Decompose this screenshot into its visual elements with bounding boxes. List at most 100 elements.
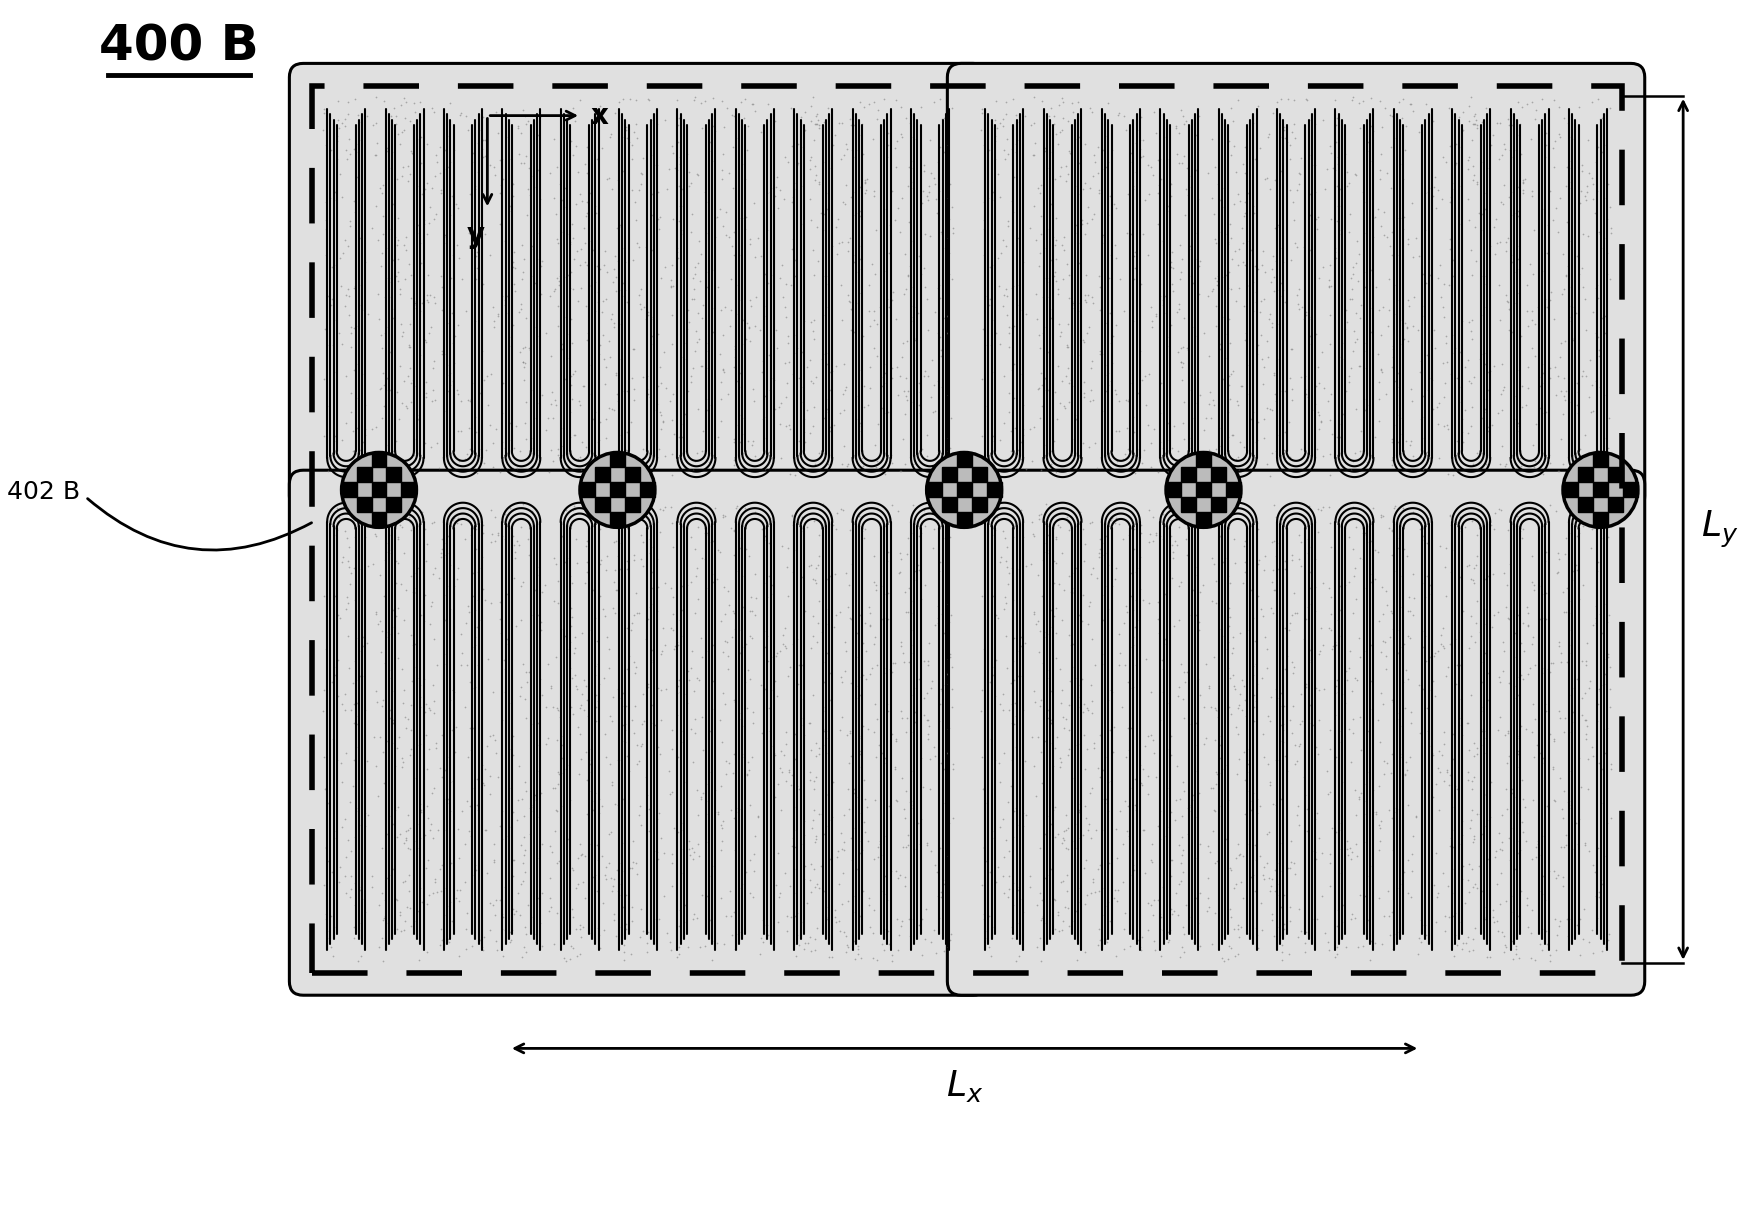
Point — [697, 763, 725, 782]
Point — [1326, 722, 1354, 741]
Point — [1441, 883, 1469, 902]
Point — [1068, 180, 1096, 199]
Point — [406, 793, 434, 813]
Point — [1564, 835, 1592, 854]
Point — [398, 448, 426, 467]
Point — [637, 146, 665, 165]
Point — [646, 523, 674, 542]
Point — [415, 885, 443, 905]
Point — [971, 286, 999, 306]
Point — [1421, 338, 1449, 358]
Point — [1420, 647, 1448, 666]
Point — [639, 205, 667, 224]
Point — [1119, 600, 1147, 620]
Point — [774, 921, 802, 940]
Point — [545, 852, 573, 871]
Point — [368, 408, 396, 427]
Point — [874, 290, 902, 309]
Point — [369, 176, 398, 195]
Point — [1142, 940, 1170, 959]
Point — [1105, 106, 1133, 125]
Point — [1168, 845, 1196, 865]
Point — [1316, 210, 1344, 229]
Point — [628, 714, 656, 734]
Point — [1040, 227, 1068, 246]
Point — [1284, 797, 1312, 816]
Point — [1024, 309, 1052, 329]
Point — [1346, 357, 1374, 376]
Point — [1437, 325, 1465, 344]
Point — [410, 611, 438, 631]
Point — [994, 211, 1022, 230]
Point — [1235, 751, 1263, 770]
Point — [772, 308, 800, 328]
Point — [508, 494, 536, 513]
Point — [1194, 394, 1223, 414]
Point — [823, 848, 851, 867]
Point — [1233, 754, 1261, 774]
Point — [1448, 869, 1476, 888]
Point — [420, 870, 449, 889]
Point — [1228, 218, 1256, 238]
Point — [1233, 923, 1261, 943]
Point — [800, 877, 828, 896]
Point — [1590, 847, 1618, 866]
Point — [1594, 718, 1622, 738]
Point — [1395, 602, 1423, 621]
Point — [1393, 883, 1421, 902]
Point — [376, 525, 405, 545]
Point — [802, 768, 830, 787]
Point — [806, 738, 834, 757]
Point — [1251, 289, 1279, 308]
Point — [566, 90, 595, 109]
Point — [865, 831, 894, 850]
Point — [1536, 861, 1564, 881]
Point — [1332, 661, 1360, 680]
Point — [1180, 791, 1208, 810]
Point — [1006, 432, 1034, 451]
Point — [536, 888, 565, 907]
Point — [586, 519, 614, 539]
Point — [855, 895, 883, 915]
Point — [1325, 733, 1353, 752]
Point — [1231, 330, 1259, 349]
Point — [783, 926, 811, 945]
Point — [1140, 890, 1168, 910]
Point — [399, 295, 427, 314]
Point — [1485, 721, 1513, 740]
Point — [996, 323, 1024, 342]
Point — [1316, 853, 1344, 872]
Point — [1325, 147, 1353, 166]
Point — [1011, 751, 1040, 770]
Point — [1286, 815, 1314, 835]
Point — [394, 366, 422, 386]
Point — [1080, 734, 1108, 753]
Point — [864, 314, 892, 334]
Point — [586, 431, 614, 450]
Point — [343, 738, 371, 757]
Point — [1430, 735, 1458, 754]
Point — [938, 697, 966, 717]
Point — [1288, 533, 1316, 552]
Point — [1495, 301, 1523, 320]
Point — [1249, 866, 1277, 885]
Point — [779, 634, 807, 654]
Point — [781, 250, 809, 269]
Point — [1055, 264, 1084, 284]
Point — [440, 354, 468, 374]
Point — [1115, 372, 1143, 392]
Point — [1303, 804, 1332, 824]
Point — [925, 712, 953, 731]
Point — [927, 883, 955, 902]
Point — [596, 754, 624, 774]
Point — [1316, 844, 1344, 864]
Point — [684, 781, 712, 801]
Point — [741, 605, 769, 625]
Point — [1087, 585, 1115, 604]
Point — [765, 883, 793, 902]
Point — [1078, 352, 1106, 371]
Point — [1061, 376, 1089, 395]
Point — [480, 853, 508, 872]
Point — [491, 660, 519, 679]
Point — [427, 183, 456, 203]
